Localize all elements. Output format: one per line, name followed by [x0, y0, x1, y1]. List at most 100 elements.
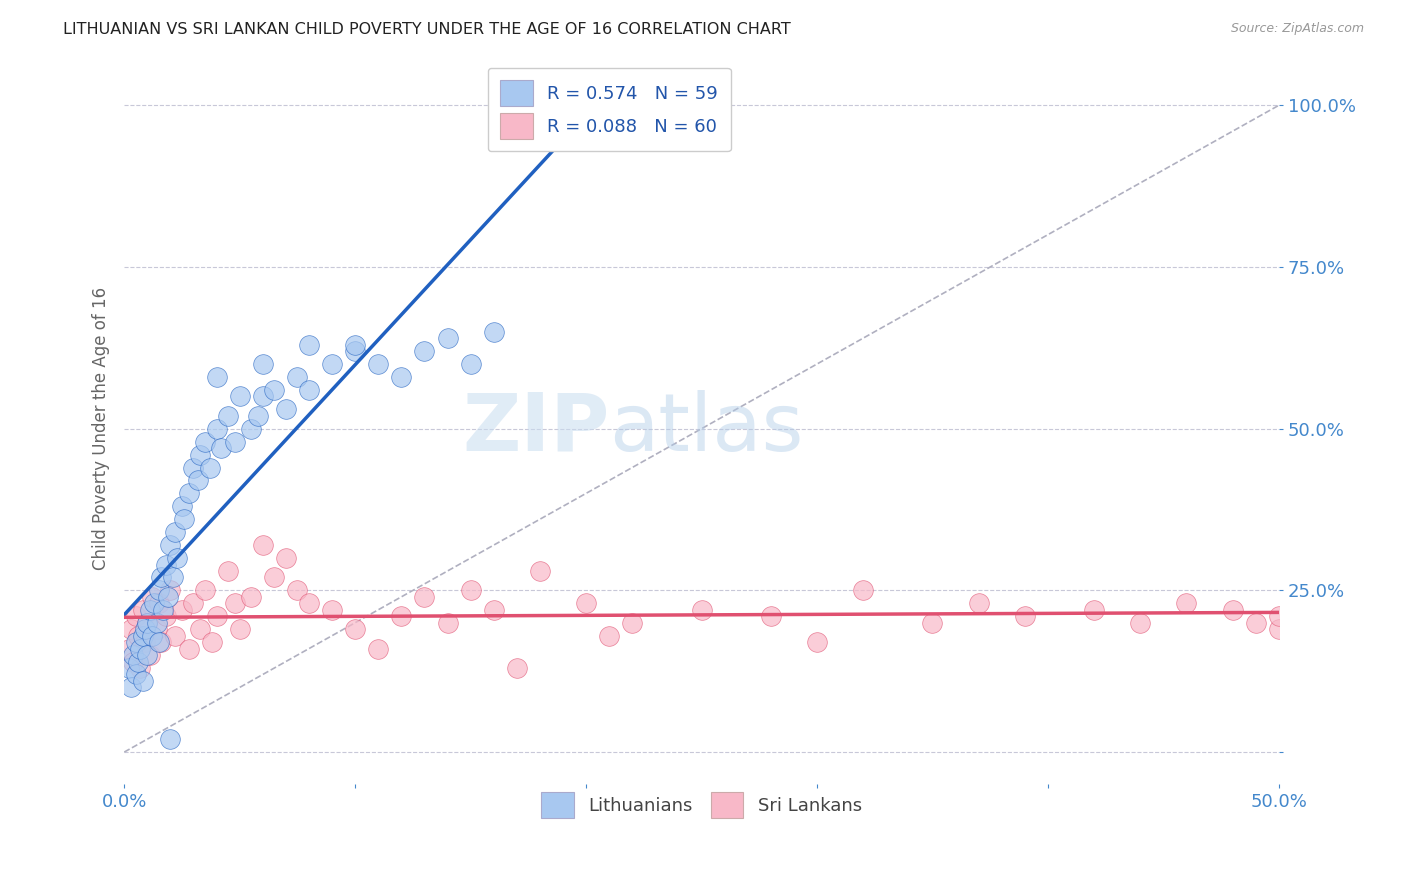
- Point: [344, 337, 367, 351]
- Point: [298, 596, 321, 610]
- Point: [152, 603, 174, 617]
- Point: [138, 648, 160, 662]
- Point: [148, 635, 170, 649]
- Point: [367, 357, 389, 371]
- Text: ZIP: ZIP: [463, 390, 609, 467]
- Point: [163, 629, 186, 643]
- Point: [205, 422, 228, 436]
- Point: [127, 629, 149, 643]
- Point: [159, 583, 181, 598]
- Legend: Lithuanians, Sri Lankans: Lithuanians, Sri Lankans: [534, 785, 869, 825]
- Point: [263, 383, 285, 397]
- Point: [217, 564, 239, 578]
- Point: [344, 344, 367, 359]
- Text: atlas: atlas: [609, 390, 803, 467]
- Point: [806, 635, 828, 649]
- Point: [187, 474, 209, 488]
- Point: [125, 667, 148, 681]
- Point: [298, 383, 321, 397]
- Point: [482, 603, 505, 617]
- Point: [201, 635, 224, 649]
- Point: [194, 434, 217, 449]
- Point: [217, 409, 239, 423]
- Point: [163, 525, 186, 540]
- Point: [436, 615, 458, 630]
- Point: [145, 615, 167, 630]
- Text: LITHUANIAN VS SRI LANKAN CHILD POVERTY UNDER THE AGE OF 16 CORRELATION CHART: LITHUANIAN VS SRI LANKAN CHILD POVERTY U…: [63, 22, 792, 37]
- Point: [205, 609, 228, 624]
- Point: [921, 615, 943, 630]
- Point: [177, 641, 200, 656]
- Point: [170, 500, 193, 514]
- Point: [120, 622, 142, 636]
- Point: [134, 622, 156, 636]
- Point: [118, 641, 141, 656]
- Point: [1175, 596, 1198, 610]
- Point: [321, 603, 343, 617]
- Point: [575, 596, 598, 610]
- Text: Source: ZipAtlas.com: Source: ZipAtlas.com: [1230, 22, 1364, 36]
- Point: [460, 583, 482, 598]
- Point: [138, 603, 160, 617]
- Point: [118, 661, 141, 675]
- Point: [482, 325, 505, 339]
- Point: [252, 538, 274, 552]
- Point: [321, 357, 343, 371]
- Point: [274, 402, 297, 417]
- Point: [598, 629, 620, 643]
- Point: [852, 583, 875, 598]
- Point: [194, 583, 217, 598]
- Point: [252, 389, 274, 403]
- Point: [173, 512, 195, 526]
- Point: [122, 655, 145, 669]
- Point: [1014, 609, 1036, 624]
- Point: [155, 609, 177, 624]
- Point: [129, 661, 152, 675]
- Y-axis label: Child Poverty Under the Age of 16: Child Poverty Under the Age of 16: [93, 287, 110, 570]
- Point: [190, 622, 212, 636]
- Point: [621, 615, 644, 630]
- Point: [228, 622, 250, 636]
- Point: [209, 441, 232, 455]
- Point: [967, 596, 990, 610]
- Point: [298, 337, 321, 351]
- Point: [1244, 615, 1267, 630]
- Point: [529, 564, 551, 578]
- Point: [287, 583, 309, 598]
- Point: [162, 570, 184, 584]
- Point: [389, 609, 412, 624]
- Point: [159, 538, 181, 552]
- Point: [460, 357, 482, 371]
- Point: [136, 615, 159, 630]
- Point: [274, 551, 297, 566]
- Point: [122, 648, 145, 662]
- Point: [143, 596, 166, 610]
- Point: [125, 635, 148, 649]
- Point: [134, 635, 156, 649]
- Point: [690, 603, 713, 617]
- Point: [166, 551, 188, 566]
- Point: [150, 635, 173, 649]
- Point: [240, 422, 263, 436]
- Point: [131, 603, 153, 617]
- Point: [205, 370, 228, 384]
- Point: [190, 448, 212, 462]
- Point: [183, 596, 205, 610]
- Point: [436, 331, 458, 345]
- Point: [120, 681, 142, 695]
- Point: [129, 641, 152, 656]
- Point: [224, 434, 246, 449]
- Point: [159, 732, 181, 747]
- Point: [127, 655, 149, 669]
- Point: [759, 609, 782, 624]
- Point: [228, 389, 250, 403]
- Point: [389, 370, 412, 384]
- Point: [136, 648, 159, 662]
- Point: [198, 460, 221, 475]
- Point: [247, 409, 270, 423]
- Point: [344, 622, 367, 636]
- Point: [141, 590, 163, 604]
- Point: [145, 622, 167, 636]
- Point: [367, 641, 389, 656]
- Point: [413, 590, 436, 604]
